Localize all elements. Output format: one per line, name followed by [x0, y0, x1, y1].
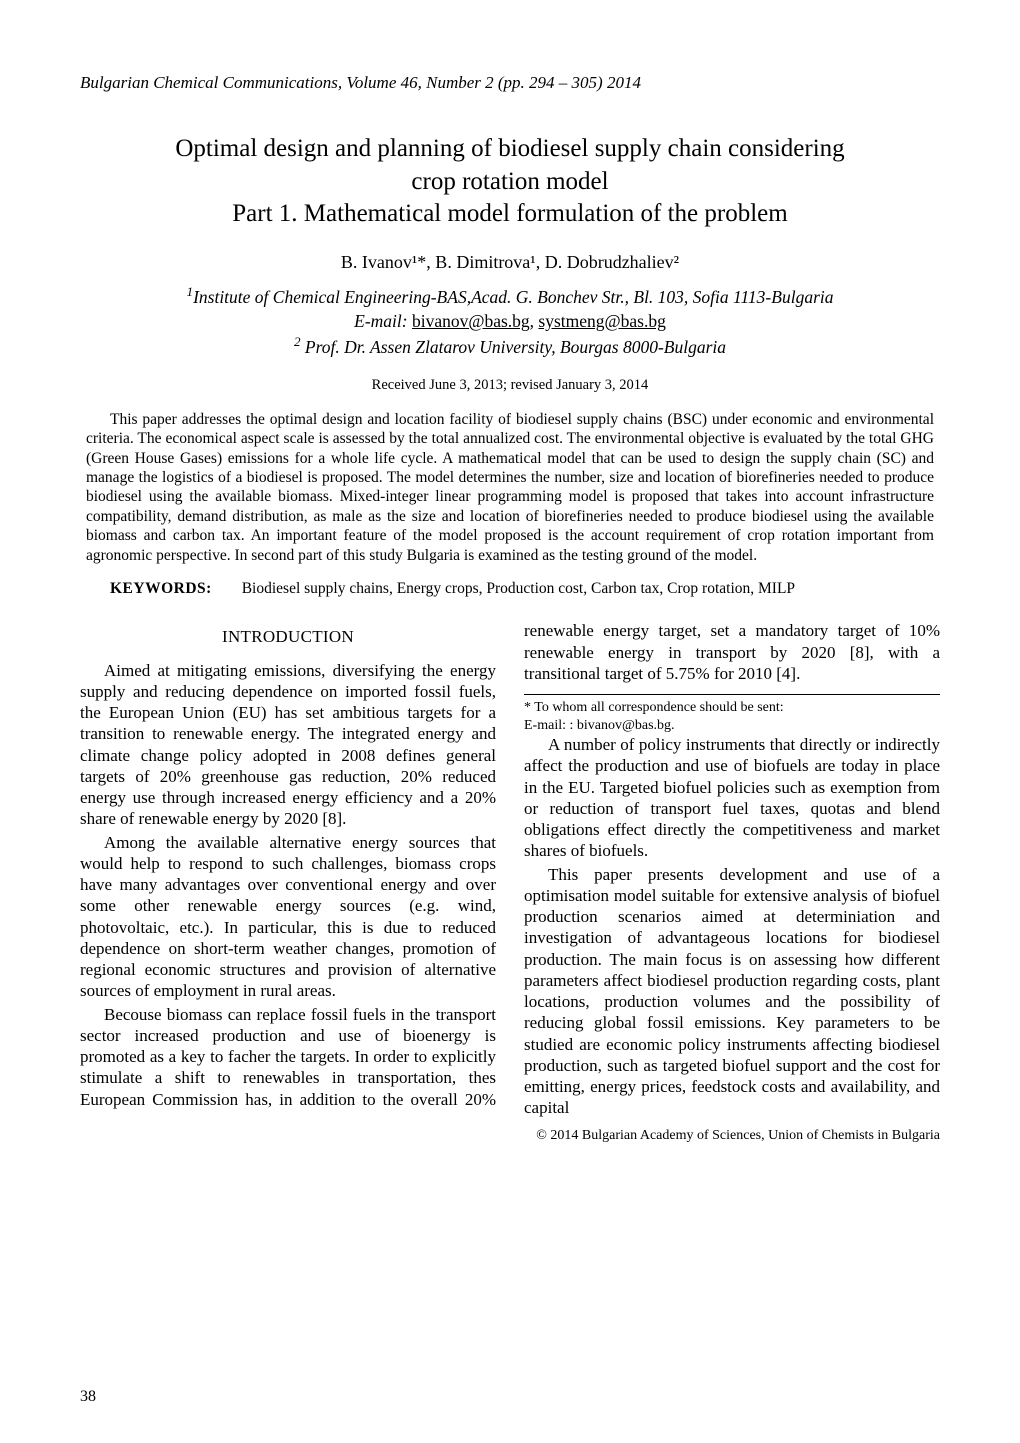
- email-2[interactable]: systmeng@bas.bg: [538, 311, 665, 331]
- journal-header: Bulgarian Chemical Communications, Volum…: [80, 72, 940, 93]
- body-columns: INTRODUCTION Aimed at mitigating emissio…: [80, 620, 940, 1118]
- article-title: Optimal design and planning of biodiesel…: [80, 133, 940, 231]
- keywords-label: KEYWORDS:: [110, 580, 212, 597]
- keywords-value: Biodiesel supply chains, Energy crops, P…: [242, 580, 795, 597]
- received-dates: Received June 3, 2013; revised January 3…: [80, 376, 940, 394]
- title-line-2: crop rotation model: [411, 168, 608, 195]
- section-heading-introduction: INTRODUCTION: [80, 626, 496, 647]
- title-line-1: Optimal design and planning of biodiesel…: [175, 135, 844, 162]
- body-paragraph: A number of policy instruments that dire…: [524, 734, 940, 862]
- title-line-3: Part 1. Mathematical model formulation o…: [232, 200, 787, 227]
- correspondence-footnote: * To whom all correspondence should be s…: [524, 694, 940, 734]
- body-paragraph: Among the available alternative energy s…: [80, 832, 496, 1002]
- copyright-line: © 2014 Bulgarian Academy of Sciences, Un…: [80, 1127, 940, 1145]
- affiliations: 1Institute of Chemical Engineering-BAS,A…: [80, 283, 940, 360]
- body-paragraph: This paper presents development and use …: [524, 864, 940, 1119]
- body-paragraph: Aimed at mitigating emissions, diversify…: [80, 660, 496, 830]
- page-number: 38: [80, 1387, 96, 1407]
- footnote-line-2: E-mail: : bivanov@bas.bg.: [524, 717, 940, 735]
- abstract-text: This paper addresses the optimal design …: [86, 410, 934, 565]
- footnote-rule: [524, 694, 940, 695]
- affil-line-1: Institute of Chemical Engineering-BAS,Ac…: [193, 287, 833, 307]
- email-1[interactable]: bivanov@bas.bg: [412, 311, 530, 331]
- email-label: E-mail:: [354, 311, 412, 331]
- author-list: B. Ivanov¹*, B. Dimitrova¹, D. Dobrudzha…: [80, 251, 940, 274]
- keywords-block: KEYWORDS: Biodiesel supply chains, Energ…: [110, 579, 934, 598]
- footnote-line-1: * To whom all correspondence should be s…: [524, 699, 940, 717]
- affil-line-2: Prof. Dr. Assen Zlatarov University, Bou…: [301, 337, 727, 357]
